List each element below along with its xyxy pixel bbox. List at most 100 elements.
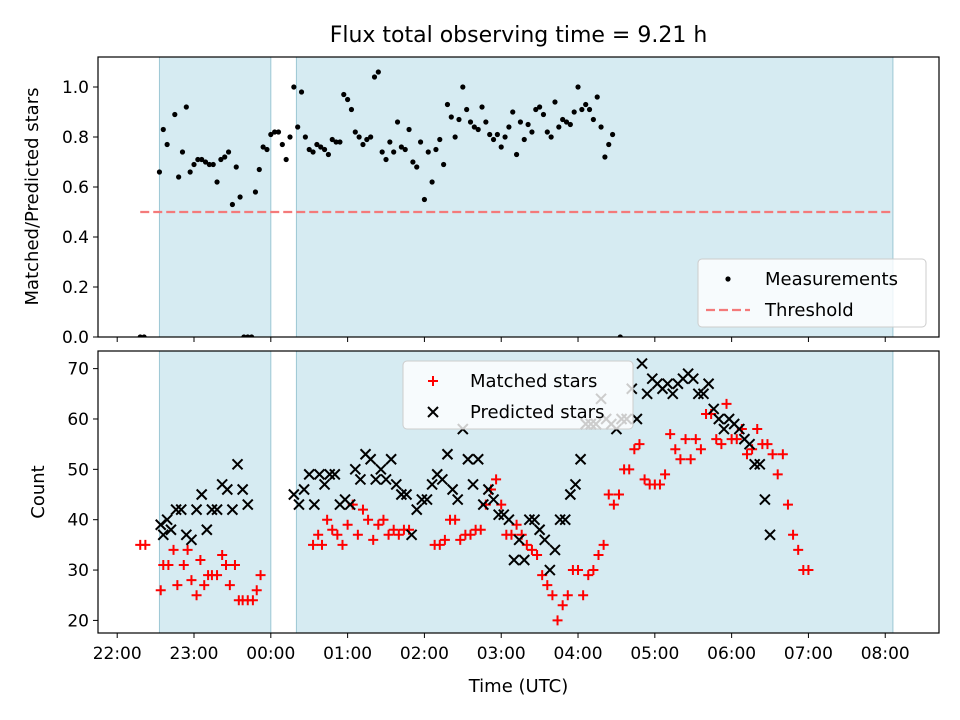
matched-stars-point [772,469,783,480]
measurement-point [425,149,431,155]
matched-stars-point [439,534,450,545]
matched-stars-point [475,524,486,535]
measurement-point [537,104,543,110]
matched-stars-point [711,434,722,445]
measurement-point [590,116,596,123]
matched-stars-point [639,474,650,485]
measurement-point [540,111,547,118]
predicted-stars-point [462,453,474,465]
predicted-stars-point [687,372,699,385]
matched-stars-point [721,398,732,409]
measurement-point [394,119,401,125]
measurement-point [417,139,424,145]
predicted-stars-point [733,423,746,435]
measurement-point [494,131,500,138]
matched-stars-point [629,444,640,455]
predicted-stars-point [518,554,530,566]
matched-stars-point [229,560,240,571]
predicted-stars-point [702,378,715,390]
chart-title: Flux total observing time = 9.21 h [330,23,708,48]
predicted-stars-point [503,513,515,526]
predicted-stars-point [385,453,397,465]
predicted-stars-point [185,534,198,546]
y-tick-label: 1.0 [62,78,89,98]
matched-stars-point [788,529,799,540]
measurement-point [383,156,389,163]
measurement-point [452,134,458,140]
matched-stars-point [195,554,206,565]
matched-stars-point [598,539,609,550]
measurement-point [156,169,163,175]
matched-stars-point [562,590,573,601]
predicted-stars-point [190,503,203,516]
matched-stars-point [782,499,793,510]
predicted-stars-point [708,403,720,415]
measurement-point [571,109,577,115]
measurement-point [510,109,516,115]
predicted-stars-point [313,468,326,481]
measurement-point [506,124,512,130]
predicted-stars-point [697,388,710,400]
bottom-y-axis-label: Count [28,465,49,518]
predicted-stars-point [354,473,367,486]
matched-stars-point [247,595,258,606]
predicted-stars-point [370,473,382,486]
predicted-stars-point [349,463,361,476]
matched-stars-point [731,434,742,445]
observing-window-1 [158,57,272,337]
measurement-point [314,141,320,148]
measurement-point [387,139,393,145]
measurement-point [179,149,186,155]
matched-stars-point [393,529,404,540]
predicted-stars-point [754,458,766,471]
matched-stars-point [532,549,543,560]
matched-stars-point [434,539,445,550]
measurement-point [141,334,147,337]
matched-stars-point [465,529,476,540]
matched-stars-point [660,469,671,480]
matched-stars-point [777,449,788,460]
predicted-stars-point [441,448,454,460]
matched-stars-point [186,575,197,586]
measurement-point [594,94,600,100]
series-0 [137,69,623,337]
predicted-stars-point [421,493,433,506]
measurement-point [298,89,305,95]
measurement-point [464,106,470,113]
y-tick-label: 50 [67,460,89,480]
matched-stars-point [221,560,232,571]
measurement-point [341,91,347,98]
predicted-stars-point [472,453,484,465]
x-tick-label: 02:00 [400,644,449,664]
measurement-point [410,159,416,165]
predicted-stars-point [426,478,438,491]
measurement-point [249,334,255,337]
matched-stars-point [155,585,166,596]
predicted-stars-point [400,488,413,501]
measurement-point [283,156,289,163]
matched-stars-point [685,454,696,465]
matched-stars-point [547,590,558,601]
predicted-stars-point [303,468,315,481]
measurement-point [517,119,524,125]
measurement-point [556,124,562,130]
predicted-stars-point [318,478,331,491]
matched-stars-point [251,585,262,596]
measurement-point [191,161,197,168]
measurement-point [229,201,236,208]
legend-label: Matched stars [470,371,597,392]
measurement-point [237,194,243,200]
plot-frame [97,350,940,634]
y-tick-label: 0.2 [62,278,89,298]
measurement-point [160,126,166,133]
matched-stars-point [716,439,727,450]
matched-stars-point [695,444,706,455]
legend: Matched stars Predicted stars [402,360,634,430]
matched-stars-point [217,549,228,560]
predicted-stars-point [743,438,756,450]
predicted-stars-point [165,524,177,536]
measurement-point [306,146,312,153]
y-tick-label: 20 [67,611,89,631]
predicted-stars-point [539,534,551,546]
measurement-point [356,134,362,140]
